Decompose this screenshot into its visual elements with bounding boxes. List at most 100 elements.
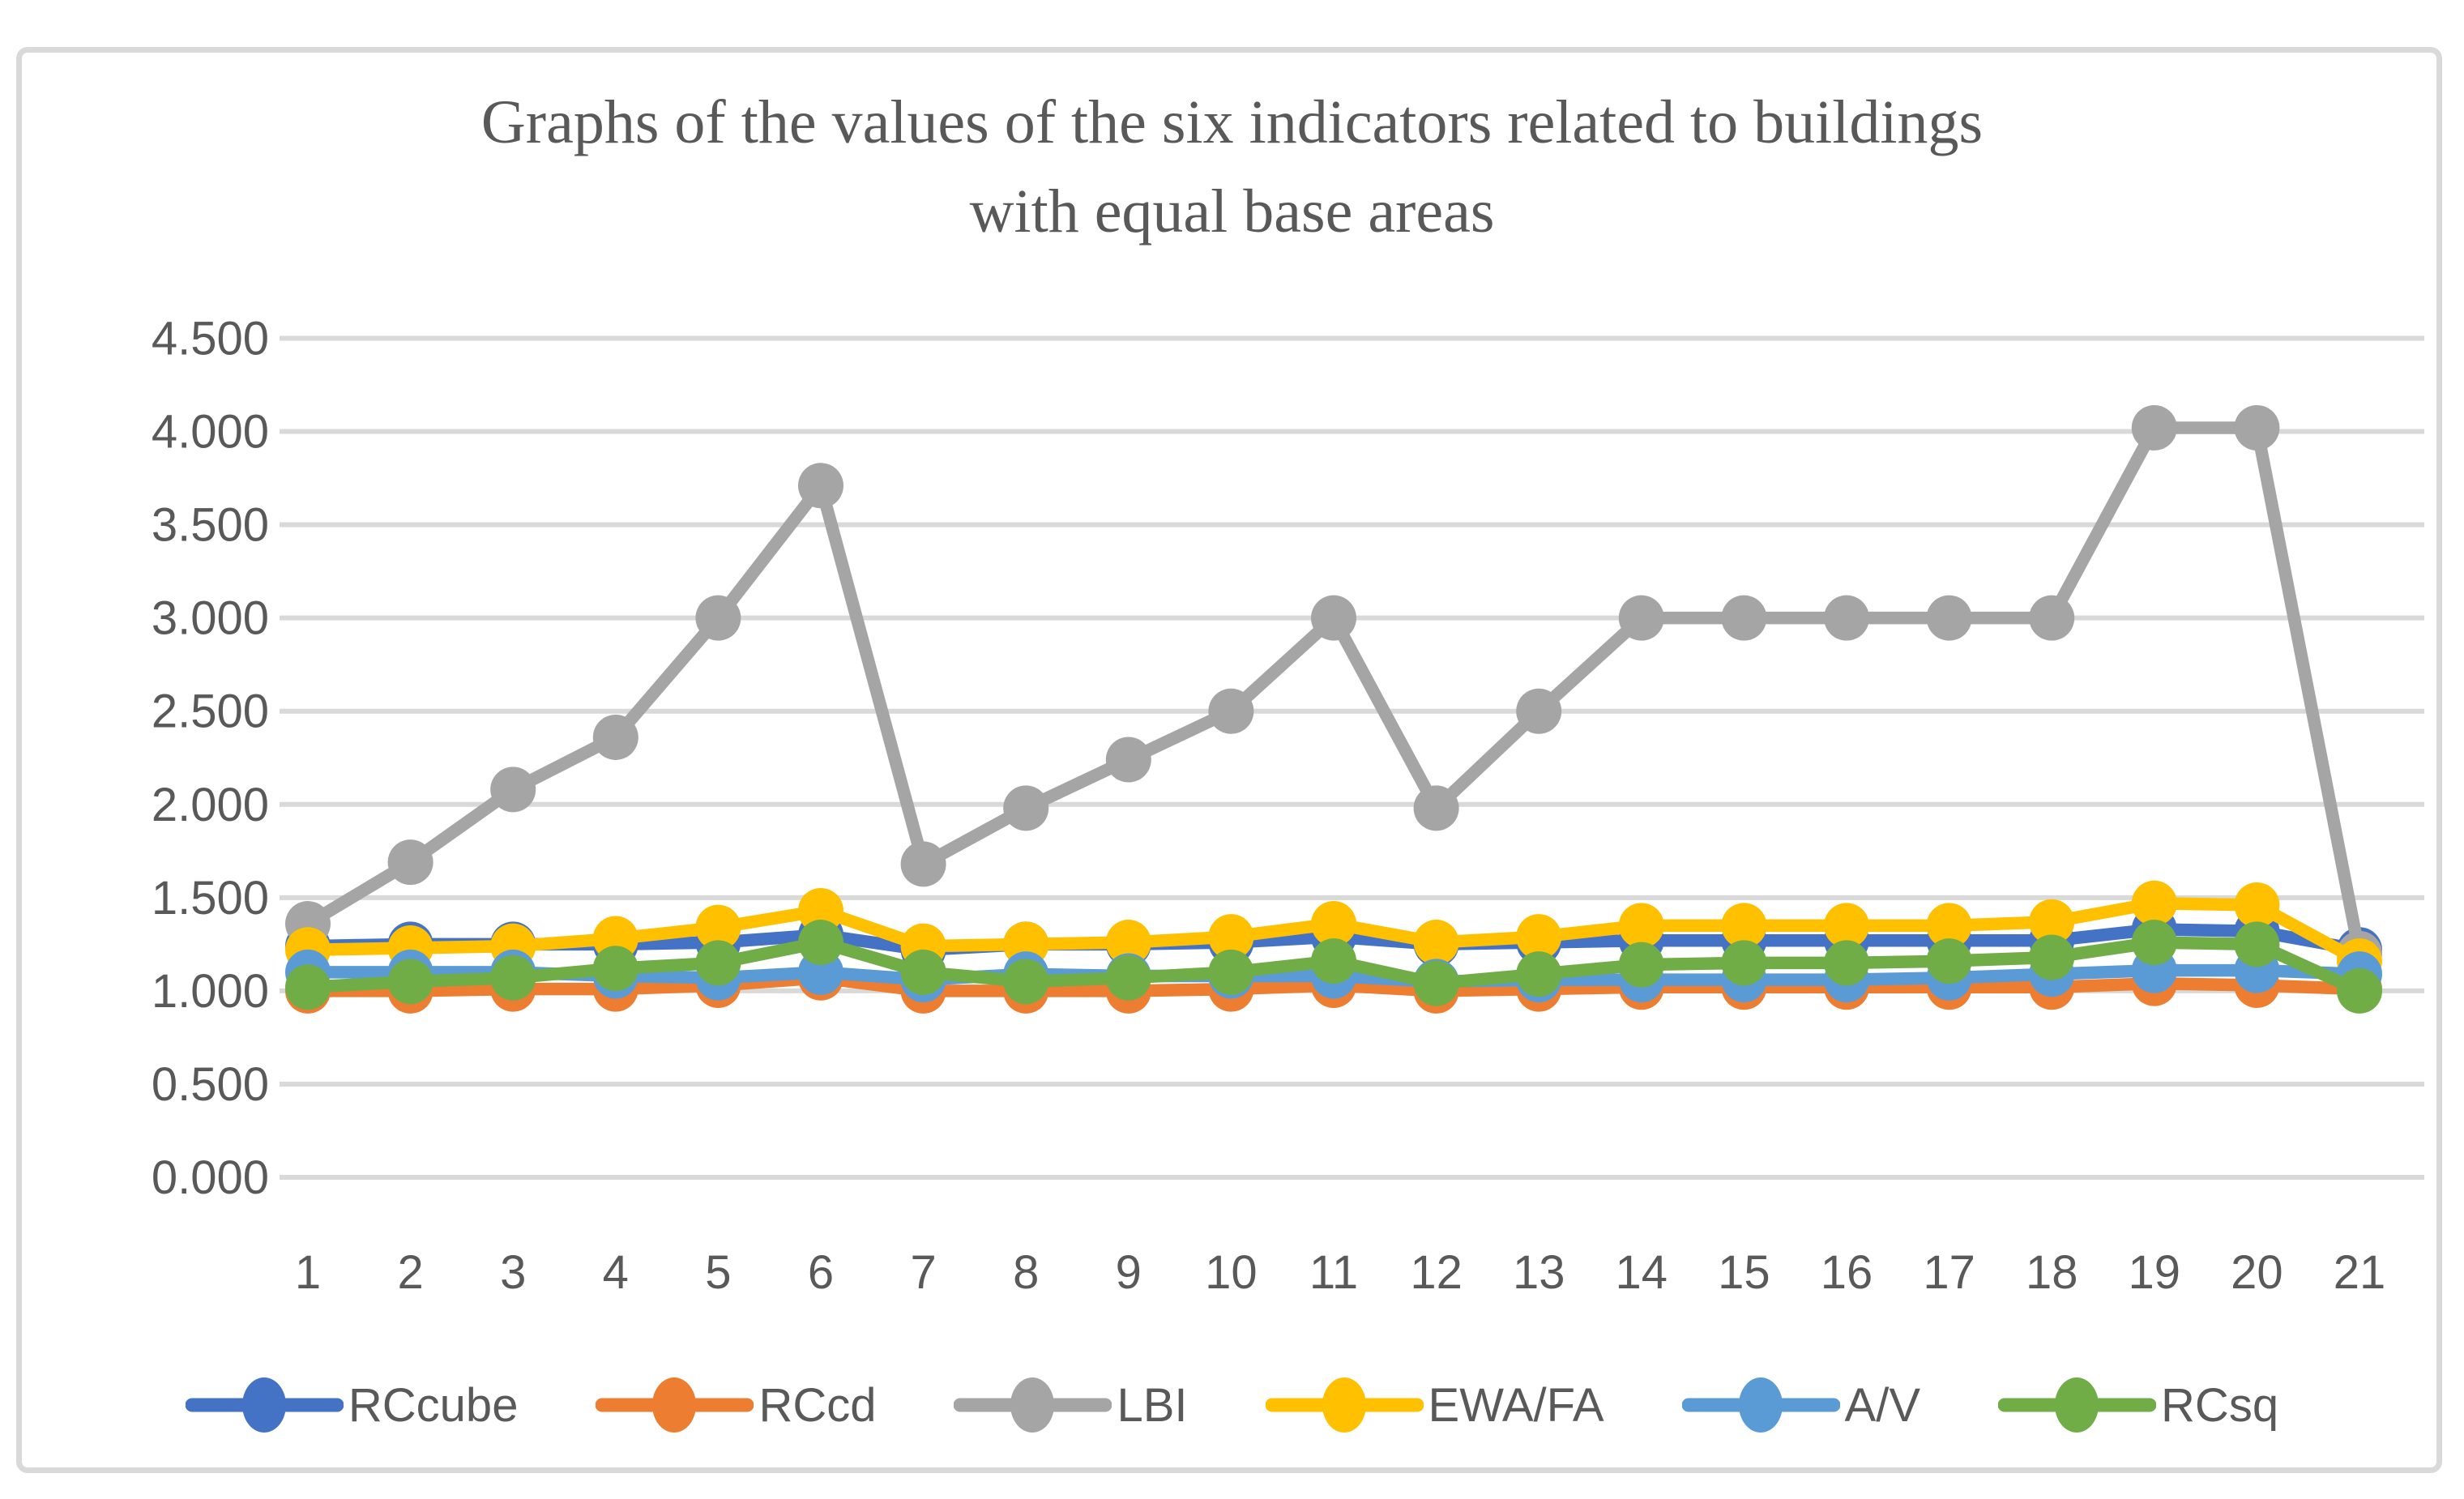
series-marker-lbi — [2029, 595, 2075, 641]
series-marker-rcsq — [695, 940, 741, 986]
x-axis-tick-label: 18 — [2026, 1246, 2078, 1299]
series-marker-ewafa — [1824, 903, 1869, 949]
legend-item-rccube: RCcube — [185, 1368, 519, 1442]
y-axis-tick-label: 1.000 — [152, 965, 269, 1018]
x-axis-tick-label: 16 — [1821, 1246, 1873, 1299]
series-marker-rcsq — [1413, 960, 1459, 1006]
series-marker-rcsq — [1824, 940, 1869, 986]
series-marker-rcsq — [1003, 959, 1049, 1005]
series-marker-ewafa — [1105, 920, 1151, 966]
x-axis-tick-label: 1 — [295, 1246, 321, 1299]
x-axis-tick-label: 8 — [1013, 1246, 1039, 1299]
chart-title: Graphs of the values of the six indicato… — [0, 78, 2464, 256]
legend-marker-icon — [954, 1377, 1112, 1433]
legend-item-rccd: RCcd — [596, 1368, 876, 1442]
series-marker-rcsq — [1105, 954, 1151, 1001]
series-line-lbi — [301, 421, 2366, 960]
series-marker-lbi — [1003, 785, 1049, 831]
series-marker-rcsq — [1516, 951, 1562, 997]
x-axis-tick-label: 5 — [705, 1246, 731, 1299]
series-marker-rcsq — [285, 964, 331, 1010]
x-axis-tick-label: 21 — [2334, 1246, 2386, 1299]
x-axis-tick-label: 4 — [603, 1246, 629, 1299]
series-marker-lbi — [900, 841, 946, 887]
y-axis-tick-label: 4.000 — [152, 406, 269, 459]
series-marker-rcsq — [1926, 938, 1972, 984]
x-axis-tick-label: 3 — [500, 1246, 526, 1299]
legend-item-rcsq: RCsq — [1998, 1368, 2278, 1442]
series-marker-rcsq — [1618, 942, 1664, 988]
series-marker-lbi — [798, 463, 843, 509]
legend-label: RCsq — [2161, 1378, 2279, 1432]
legend-marker-icon — [1265, 1377, 1424, 1433]
series-marker-lbi — [387, 839, 433, 886]
y-axis-tick-label: 4.500 — [152, 313, 269, 365]
series-marker-lbi — [1413, 785, 1459, 831]
legend-label: EWA/FA — [1428, 1378, 1604, 1432]
series-marker-ewafa — [2029, 899, 2075, 945]
series-marker-ewafa — [798, 887, 843, 933]
x-axis-tick-label: 11 — [1309, 1246, 1358, 1299]
x-axis-tick-label: 10 — [1205, 1246, 1258, 1299]
x-axis-tick-label: 15 — [1718, 1246, 1770, 1299]
y-axis-tick-label: 2.500 — [152, 685, 269, 738]
series-marker-rcsq — [2337, 967, 2382, 1014]
chart-title-line2: with equal base areas — [969, 177, 1495, 246]
x-axis-tick-label: 19 — [2129, 1246, 2181, 1299]
series-marker-rcsq — [1208, 949, 1254, 995]
legend-label: A/V — [1844, 1378, 1921, 1432]
series-marker-rcsq — [387, 959, 433, 1005]
series-marker-rcsq — [1311, 938, 1356, 984]
series-marker-ewafa — [1926, 903, 1972, 949]
series-marker-lbi — [1721, 595, 1767, 641]
series-marker-lbi — [592, 714, 638, 760]
series-marker-lbi — [1311, 595, 1356, 641]
series-marker-rcsq — [1721, 940, 1767, 986]
legend-marker-icon — [596, 1377, 754, 1433]
series-marker-rcsq — [592, 946, 638, 992]
x-axis-tick-label: 6 — [808, 1246, 834, 1299]
y-axis-tick-label: 0.500 — [152, 1058, 269, 1111]
series-marker-ewafa — [1311, 901, 1356, 947]
x-axis-tick-label: 17 — [1923, 1246, 1975, 1299]
y-axis-tick-label: 2.000 — [152, 779, 269, 831]
chart-legend: RCcube RCcd LBI EWA/FA A/V RCsq — [0, 1368, 2464, 1442]
x-axis-tick-label: 9 — [1116, 1246, 1142, 1299]
x-axis-tick-label: 13 — [1513, 1246, 1565, 1299]
series-marker-rcsq — [2131, 920, 2177, 966]
series-marker-lbi — [1926, 595, 1972, 641]
series-marker-lbi — [1824, 595, 1869, 641]
legend-marker-icon — [1998, 1377, 2157, 1433]
legend-item-av: A/V — [1681, 1368, 1921, 1442]
series-marker-ewafa — [1618, 903, 1664, 949]
legend-label: RCcd — [758, 1378, 877, 1432]
series-marker-ewafa — [695, 904, 741, 950]
chart-title-line1: Graphs of the values of the six indicato… — [480, 88, 1984, 156]
x-axis-tick-label: 2 — [397, 1246, 423, 1299]
series-marker-lbi — [2131, 404, 2177, 451]
series-marker-rcsq — [798, 920, 843, 966]
series-marker-lbi — [695, 595, 741, 641]
series-marker-lbi — [1105, 737, 1151, 783]
legend-label: LBI — [1117, 1378, 1188, 1432]
series-marker-rcsq — [490, 954, 536, 1001]
series-marker-lbi — [2234, 404, 2280, 451]
x-axis-tick-label: 14 — [1616, 1246, 1668, 1299]
series-marker-rcsq — [2234, 921, 2280, 967]
y-axis-tick-label: 1.500 — [152, 872, 269, 925]
y-axis-tick-label: 0.000 — [152, 1151, 269, 1204]
series-marker-ewafa — [1516, 914, 1562, 960]
legend-item-lbi: LBI — [954, 1368, 1188, 1442]
legend-label: RCcube — [348, 1378, 519, 1432]
series-marker-ewafa — [1721, 903, 1767, 949]
x-axis-tick-label: 7 — [910, 1246, 936, 1299]
y-axis-tick-label: 3.500 — [152, 499, 269, 552]
series-marker-lbi — [1208, 688, 1254, 734]
series-marker-ewafa — [1413, 920, 1459, 966]
series-marker-lbi — [1516, 688, 1562, 734]
x-axis-tick-label: 20 — [2231, 1246, 2283, 1299]
legend-marker-icon — [185, 1377, 344, 1433]
series-marker-ewafa — [1208, 914, 1254, 960]
y-axis-tick-label: 3.000 — [152, 592, 269, 645]
